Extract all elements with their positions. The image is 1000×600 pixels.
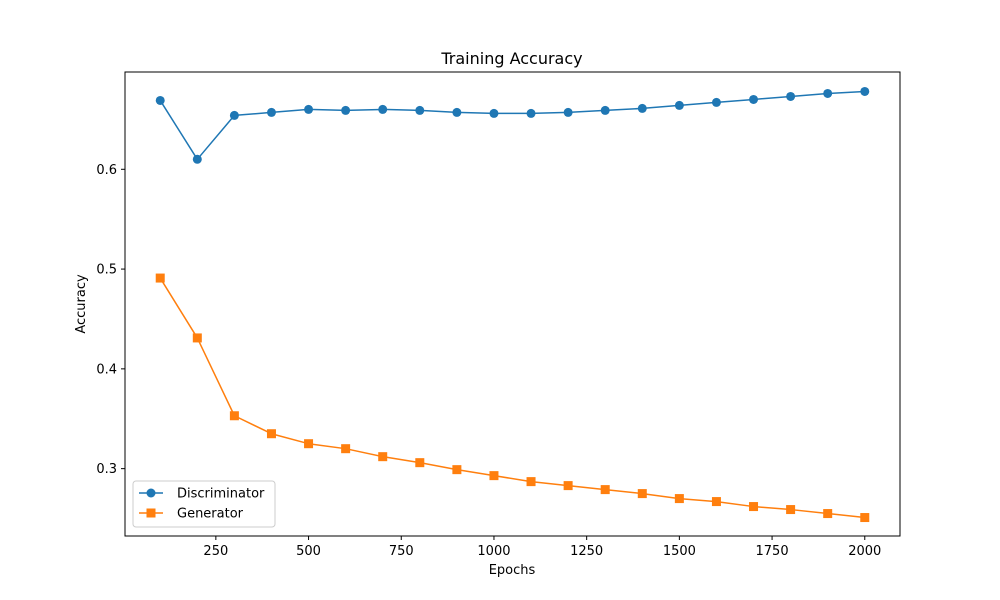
data-point-generator: [415, 458, 425, 468]
data-point-discriminator: [600, 105, 610, 115]
data-point-generator: [341, 444, 351, 454]
legend-box: [132, 480, 276, 528]
plot-area: [124, 71, 901, 537]
data-point-generator: [192, 333, 202, 343]
data-point-generator: [229, 411, 239, 421]
data-point-generator: [452, 465, 462, 475]
legend-label-discriminator: Discriminator: [177, 487, 265, 502]
data-point-generator: [304, 439, 314, 449]
data-point-generator: [378, 452, 388, 462]
data-point-discriminator: [749, 94, 759, 104]
data-point-generator: [711, 497, 721, 507]
x-tick-label: 250: [203, 544, 228, 559]
data-point-discriminator: [415, 105, 425, 115]
series-line-generator: [159, 277, 865, 519]
legend-marker-discriminator: [146, 488, 156, 498]
x-tick-label: 1250: [570, 544, 603, 559]
data-point-discriminator: [266, 107, 276, 117]
series-line-discriminator: [159, 90, 865, 161]
data-point-generator: [489, 471, 499, 481]
data-point-generator: [786, 505, 796, 515]
data-point-discriminator: [304, 104, 314, 114]
data-point-discriminator: [452, 107, 462, 117]
x-tick-label: 1000: [477, 544, 510, 559]
data-point-discriminator: [823, 88, 833, 98]
data-point-generator: [860, 513, 870, 523]
series-layer: [155, 86, 870, 523]
y-axis-title: Accuracy: [74, 274, 89, 334]
x-tick-label: 1500: [663, 544, 696, 559]
x-tick-label: 500: [296, 544, 321, 559]
data-point-generator: [563, 481, 573, 491]
x-tick-label: 2000: [848, 544, 881, 559]
y-tick-label: 0.3: [96, 462, 117, 477]
x-tick-label: 750: [389, 544, 414, 559]
data-point-generator: [749, 502, 759, 512]
data-point-discriminator: [378, 104, 388, 114]
x-tick-label: 1750: [756, 544, 789, 559]
data-point-discriminator: [786, 91, 796, 101]
data-point-generator: [526, 477, 536, 487]
data-point-generator: [266, 429, 276, 439]
y-tick-label: 0.4: [96, 362, 117, 377]
data-point-generator: [674, 494, 684, 504]
data-point-discriminator: [155, 95, 165, 105]
data-point-discriminator: [341, 105, 351, 115]
data-point-discriminator: [526, 108, 536, 118]
legend-label-generator: Generator: [177, 507, 244, 522]
x-axis: 250 500 750 1000 1250 1500 1750 2000: [203, 536, 881, 559]
data-point-discriminator: [637, 103, 647, 113]
legend: Discriminator Generator: [132, 480, 276, 528]
data-point-discriminator: [563, 107, 573, 117]
data-point-discriminator: [674, 100, 684, 110]
data-point-discriminator: [192, 154, 202, 164]
y-axis: 0.3 0.4 0.5 0.6: [96, 163, 125, 477]
data-point-generator: [600, 485, 610, 495]
data-point-generator: [637, 489, 647, 499]
data-point-discriminator: [229, 110, 239, 120]
chart-title: Training Accuracy: [440, 49, 582, 68]
data-point-discriminator: [711, 97, 721, 107]
data-point-discriminator: [860, 86, 870, 96]
y-tick-label: 0.5: [96, 263, 117, 278]
y-tick-label: 0.6: [96, 163, 117, 178]
data-point-generator: [155, 273, 165, 283]
data-point-generator: [823, 509, 833, 519]
data-point-discriminator: [489, 108, 499, 118]
x-axis-title: Epochs: [489, 563, 536, 578]
legend-marker-generator: [146, 508, 156, 518]
